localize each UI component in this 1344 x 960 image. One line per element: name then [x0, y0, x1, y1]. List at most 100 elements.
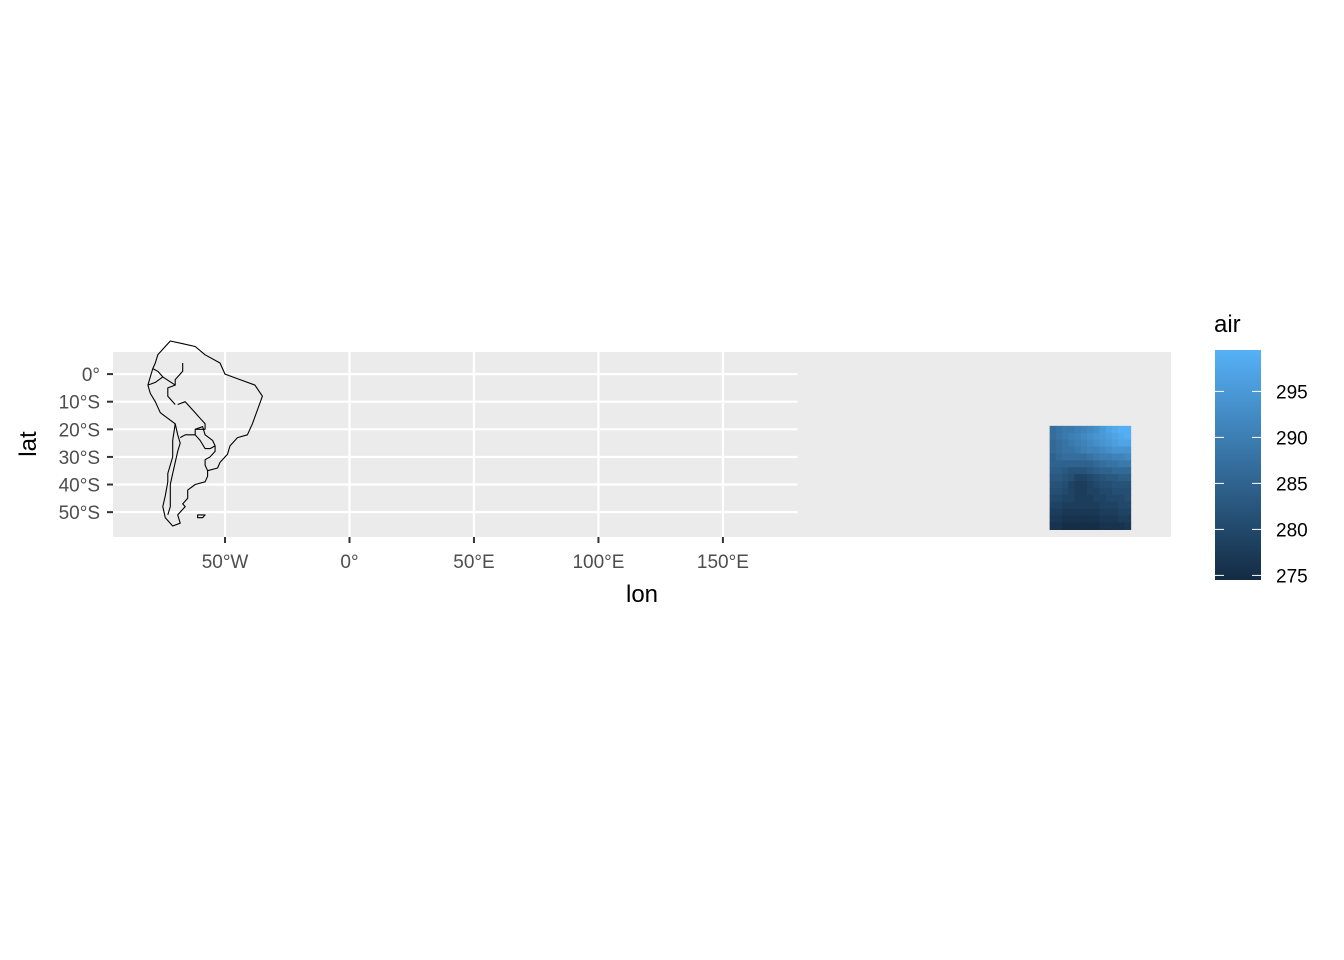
heatmap-cell — [1062, 522, 1069, 531]
heatmap-cell — [1080, 515, 1088, 524]
heatmap-cell — [1118, 515, 1125, 524]
legend-label: 290 — [1276, 428, 1308, 449]
heatmap-cell — [1086, 432, 1094, 441]
heatmap-cell — [1074, 474, 1082, 482]
heatmap-cell — [1093, 432, 1101, 441]
heatmap-cells — [1049, 425, 1132, 531]
heatmap-cell — [1068, 453, 1076, 461]
heatmap-cell — [1055, 453, 1063, 461]
heatmap-cell — [1086, 467, 1094, 475]
heatmap-cell — [1074, 467, 1082, 475]
heatmap-cell — [1068, 522, 1076, 531]
heatmap-cell — [1068, 501, 1076, 510]
heatmap-cell — [1086, 460, 1094, 468]
heatmap-cell — [1055, 439, 1063, 448]
heatmap-cell — [1068, 494, 1076, 503]
heatmap-cell — [1055, 460, 1063, 468]
heatmap-cell — [1080, 501, 1088, 510]
heatmap-cell — [1049, 446, 1057, 455]
heatmap-cell — [1105, 453, 1113, 461]
heatmap-cell — [1105, 432, 1113, 441]
heatmap-cell — [1111, 453, 1119, 461]
heatmap-cell — [1105, 425, 1113, 434]
heatmap-cell — [1049, 432, 1057, 441]
country-border — [177, 401, 206, 439]
heatmap-cell — [1086, 515, 1094, 524]
heatmap-cell — [1086, 501, 1094, 510]
heatmap-cell — [1068, 515, 1076, 524]
heatmap-cell — [1080, 432, 1088, 441]
heatmap-cell — [1055, 494, 1063, 503]
heatmap-cell — [1068, 474, 1076, 482]
heatmap-cell — [1049, 460, 1057, 468]
heatmap-cell — [1105, 515, 1113, 524]
heatmap-cell — [1099, 515, 1107, 524]
heatmap-cell — [1049, 522, 1057, 531]
heatmap-cell — [1093, 508, 1101, 517]
heatmap-cell — [1099, 494, 1107, 503]
heatmap-cell — [1074, 522, 1082, 531]
x-axis-title: lon — [626, 581, 658, 608]
heatmap-cell — [1124, 453, 1132, 461]
heatmap-cell — [1062, 515, 1069, 524]
heatmap-cell — [1118, 501, 1125, 510]
heatmap-cell — [1111, 508, 1119, 517]
y-tick-label: 0° — [82, 365, 100, 386]
heatmap-cell — [1124, 460, 1132, 468]
heatmap-cell — [1080, 481, 1088, 489]
heatmap-cell — [1055, 508, 1063, 517]
heatmap-cell — [1093, 425, 1101, 434]
heatmap-cell — [1055, 432, 1063, 441]
heatmap-cell — [1093, 522, 1101, 531]
heatmap-cell — [1099, 425, 1107, 434]
heatmap-cell — [1111, 487, 1119, 496]
heatmap-cell — [1105, 439, 1113, 448]
heatmap-cell — [1068, 481, 1076, 489]
heatmap-cell — [1062, 453, 1069, 461]
heatmap-cell — [1074, 432, 1082, 441]
heatmap-cell — [1086, 522, 1094, 531]
heatmap-cell — [1111, 522, 1119, 531]
heatmap-cell — [1062, 467, 1069, 475]
legend-label: 275 — [1276, 566, 1308, 587]
heatmap-cell — [1111, 446, 1119, 455]
heatmap-cell — [1080, 508, 1088, 517]
heatmap-cell — [1111, 439, 1119, 448]
heatmap-cell — [1111, 467, 1119, 475]
heatmap-cell — [1080, 487, 1088, 496]
heatmap-cell — [1099, 460, 1107, 468]
heatmap-cell — [1124, 425, 1132, 434]
heatmap-cell — [1105, 487, 1113, 496]
heatmap-cell — [1124, 508, 1132, 517]
heatmap-cell — [1055, 467, 1063, 475]
heatmap-cell — [1080, 446, 1088, 455]
heatmap-cell — [1105, 494, 1113, 503]
heatmap-cell — [1124, 467, 1132, 475]
heatmap-cell — [1111, 501, 1119, 510]
heatmap-cell — [1049, 481, 1057, 489]
heatmap-cell — [1074, 460, 1082, 468]
heatmap-cell — [1111, 481, 1119, 489]
heatmap-cell — [1111, 515, 1119, 524]
heatmap-cell — [1080, 474, 1088, 482]
heatmap-cell — [1062, 474, 1069, 482]
heatmap-cell — [1080, 494, 1088, 503]
heatmap-cell — [1099, 487, 1107, 496]
heatmap-cell — [1062, 494, 1069, 503]
heatmap-cell — [1105, 508, 1113, 517]
heatmap-cell — [1124, 515, 1132, 524]
heatmap-cell — [1099, 501, 1107, 510]
heatmap-cell — [1080, 460, 1088, 468]
heatmap-cell — [1093, 446, 1101, 455]
heatmap-cell — [1118, 439, 1125, 448]
country-border — [162, 363, 184, 386]
heatmap-cell — [1074, 487, 1082, 496]
heatmap-cell — [1049, 453, 1057, 461]
heatmap-cell — [1118, 481, 1125, 489]
country-border — [167, 384, 176, 405]
heatmap-cell — [1074, 508, 1082, 517]
country-border — [204, 445, 216, 471]
heatmap-cell — [1118, 425, 1125, 434]
heatmap-cell — [1118, 432, 1125, 441]
heatmap-cell — [1086, 446, 1094, 455]
